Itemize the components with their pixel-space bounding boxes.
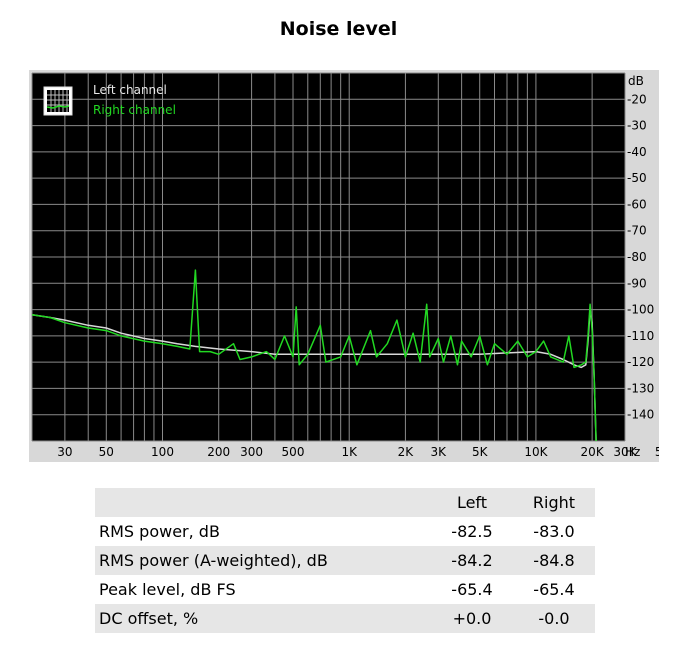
table-row: RMS power, dB -82.5 -83.0 [95,517,595,546]
y-tick-label: -60 [627,197,647,211]
series-layer [31,269,597,442]
x-tick-label: 2K [398,445,415,459]
row-label: Peak level, dB FS [99,580,236,599]
row-label: DC offset, % [99,609,199,628]
x-tick-label: 500 [282,445,305,459]
y-tick-label: -20 [627,92,647,106]
x-tick-labels: 30 50 100 200 300 500 1K 2K 3K 5K 10K 20K 30K 50K [57,445,659,459]
x-tick-label: 300 [240,445,263,459]
y-tick-label: -40 [627,145,647,159]
x-tick-label: 5K [472,445,489,459]
right-column-header: Right [532,493,576,512]
chart-title: Noise level [279,18,398,40]
left-column-header: Left [456,493,488,512]
right-value: -0.0 [538,609,570,628]
left-value: -65.4 [451,580,493,599]
y-tick-labels: -20 -30 -40 -50 -60 -70 -80 -90 -100 -110 -120 -130… [627,92,654,421]
y-tick-label: -130 [627,381,654,395]
y-tick-label: -80 [627,250,647,264]
left-value: -84.2 [451,551,493,570]
row-label: RMS power (A-weighted), dB [99,551,328,570]
right-value: -65.4 [533,580,575,599]
x-tick-label: 20K [581,445,605,459]
series-line-left-channel [31,308,597,442]
x-tick-label: 1K [341,445,358,459]
y-tick-label: -90 [627,276,647,290]
right-value: -84.8 [533,551,575,570]
row-label: RMS power, dB [99,522,220,541]
grid-lines [31,72,626,442]
spectrum-plot-svg: 30 50 100 200 300 500 1K 2K 3K 5K 10K 20K 30K 50K -20… [29,70,659,462]
noise-stats-table: Left Right RMS power, dB -82.5 -83.0 RMS… [95,488,595,633]
legend-left-channel: Left channel [93,83,167,97]
x-tick-label: 30 [57,445,72,459]
x-tick-label: 50 [99,445,114,459]
y-tick-label: -100 [627,303,654,317]
x-tick-label: 100 [151,445,174,459]
left-value: -82.5 [451,522,493,541]
y-tick-label: -50 [627,171,647,185]
x-tick-label: 3K [431,445,448,459]
left-value: +0.0 [452,609,492,628]
x-tick-label: 50K [655,445,659,459]
y-tick-label: -70 [627,224,647,238]
legend-right-channel: Right channel [93,103,176,117]
x-tick-label: 200 [207,445,230,459]
x-unit-label: Hz [625,445,640,459]
table-row: DC offset, % +0.0 -0.0 [95,604,595,633]
table-row: RMS power (A-weighted), dB -84.2 -84.8 [95,546,595,575]
noise-spectrum-chart: 30 50 100 200 300 500 1K 2K 3K 5K 10K 20K 30K 50K -20… [29,70,659,462]
legend-icon [43,86,73,116]
right-value: -83.0 [533,522,575,541]
y-tick-label: -140 [627,408,654,422]
y-tick-label: -120 [627,355,654,369]
table-row: Peak level, dB FS -65.4 -65.4 [95,575,595,604]
stats-header-row: Left Right [95,488,595,517]
x-tick-label: 30K [613,445,637,459]
y-tick-label: -30 [627,119,647,133]
series-line-right-channel [31,269,597,442]
y-unit-label: dB [628,74,644,88]
x-tick-label: 10K [524,445,548,459]
y-tick-label: -110 [627,329,654,343]
